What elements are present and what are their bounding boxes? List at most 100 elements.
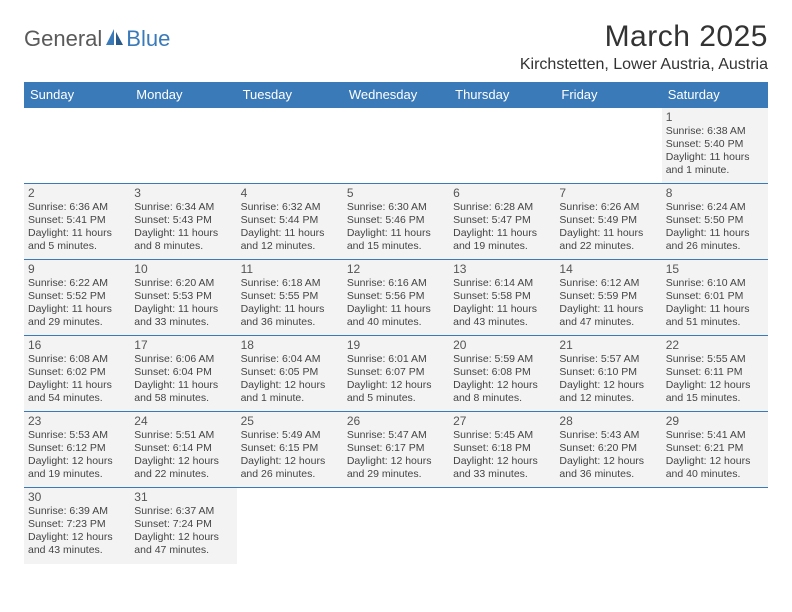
calendar-cell: 18Sunrise: 6:04 AMSunset: 6:05 PMDayligh… xyxy=(237,336,343,412)
calendar-cell: 17Sunrise: 6:06 AMSunset: 6:04 PMDayligh… xyxy=(130,336,236,412)
sunset-text: Sunset: 5:49 PM xyxy=(559,214,657,227)
daylight-text: Daylight: 11 hours and 51 minutes. xyxy=(666,303,764,329)
sunset-text: Sunset: 6:11 PM xyxy=(666,366,764,379)
calendar-cell xyxy=(662,488,768,564)
calendar-cell: 2Sunrise: 6:36 AMSunset: 5:41 PMDaylight… xyxy=(24,184,130,260)
day-number: 3 xyxy=(134,186,232,200)
sunset-text: Sunset: 5:43 PM xyxy=(134,214,232,227)
calendar-cell: 8Sunrise: 6:24 AMSunset: 5:50 PMDaylight… xyxy=(662,184,768,260)
sunset-text: Sunset: 6:12 PM xyxy=(28,442,126,455)
sunset-text: Sunset: 7:23 PM xyxy=(28,518,126,531)
day-info: Sunrise: 6:01 AMSunset: 6:07 PMDaylight:… xyxy=(347,353,445,406)
day-number: 19 xyxy=(347,338,445,352)
sunset-text: Sunset: 6:17 PM xyxy=(347,442,445,455)
sunrise-text: Sunrise: 6:14 AM xyxy=(453,277,551,290)
sunset-text: Sunset: 6:15 PM xyxy=(241,442,339,455)
sunset-text: Sunset: 6:01 PM xyxy=(666,290,764,303)
daylight-text: Daylight: 12 hours and 33 minutes. xyxy=(453,455,551,481)
sunset-text: Sunset: 6:21 PM xyxy=(666,442,764,455)
day-info: Sunrise: 5:51 AMSunset: 6:14 PMDaylight:… xyxy=(134,429,232,482)
sunset-text: Sunset: 5:59 PM xyxy=(559,290,657,303)
calendar-cell: 22Sunrise: 5:55 AMSunset: 6:11 PMDayligh… xyxy=(662,336,768,412)
daylight-text: Daylight: 12 hours and 1 minute. xyxy=(241,379,339,405)
day-number: 10 xyxy=(134,262,232,276)
day-number: 11 xyxy=(241,262,339,276)
day-number: 14 xyxy=(559,262,657,276)
daylight-text: Daylight: 12 hours and 29 minutes. xyxy=(347,455,445,481)
calendar-cell: 24Sunrise: 5:51 AMSunset: 6:14 PMDayligh… xyxy=(130,412,236,488)
sunset-text: Sunset: 7:24 PM xyxy=(134,518,232,531)
calendar-cell: 4Sunrise: 6:32 AMSunset: 5:44 PMDaylight… xyxy=(237,184,343,260)
sunrise-text: Sunrise: 5:49 AM xyxy=(241,429,339,442)
calendar-cell: 10Sunrise: 6:20 AMSunset: 5:53 PMDayligh… xyxy=(130,260,236,336)
sunrise-text: Sunrise: 6:39 AM xyxy=(28,505,126,518)
calendar-cell: 23Sunrise: 5:53 AMSunset: 6:12 PMDayligh… xyxy=(24,412,130,488)
calendar-cell: 25Sunrise: 5:49 AMSunset: 6:15 PMDayligh… xyxy=(237,412,343,488)
sunset-text: Sunset: 5:44 PM xyxy=(241,214,339,227)
calendar-cell: 13Sunrise: 6:14 AMSunset: 5:58 PMDayligh… xyxy=(449,260,555,336)
sunrise-text: Sunrise: 6:24 AM xyxy=(666,201,764,214)
daylight-text: Daylight: 11 hours and 26 minutes. xyxy=(666,227,764,253)
daylight-text: Daylight: 12 hours and 8 minutes. xyxy=(453,379,551,405)
day-number: 29 xyxy=(666,414,764,428)
calendar-cell: 9Sunrise: 6:22 AMSunset: 5:52 PMDaylight… xyxy=(24,260,130,336)
daylight-text: Daylight: 12 hours and 43 minutes. xyxy=(28,531,126,557)
sunrise-text: Sunrise: 6:20 AM xyxy=(134,277,232,290)
sunrise-text: Sunrise: 6:38 AM xyxy=(666,125,764,138)
sunset-text: Sunset: 6:10 PM xyxy=(559,366,657,379)
sunrise-text: Sunrise: 6:18 AM xyxy=(241,277,339,290)
day-number: 30 xyxy=(28,490,126,504)
calendar-row: 9Sunrise: 6:22 AMSunset: 5:52 PMDaylight… xyxy=(24,260,768,336)
calendar-cell: 31Sunrise: 6:37 AMSunset: 7:24 PMDayligh… xyxy=(130,488,236,564)
sunset-text: Sunset: 5:55 PM xyxy=(241,290,339,303)
daylight-text: Daylight: 12 hours and 26 minutes. xyxy=(241,455,339,481)
calendar-cell: 21Sunrise: 5:57 AMSunset: 6:10 PMDayligh… xyxy=(555,336,661,412)
sunrise-text: Sunrise: 6:04 AM xyxy=(241,353,339,366)
sunrise-text: Sunrise: 6:32 AM xyxy=(241,201,339,214)
day-number: 15 xyxy=(666,262,764,276)
calendar-cell: 27Sunrise: 5:45 AMSunset: 6:18 PMDayligh… xyxy=(449,412,555,488)
day-info: Sunrise: 6:26 AMSunset: 5:49 PMDaylight:… xyxy=(559,201,657,254)
daylight-text: Daylight: 12 hours and 22 minutes. xyxy=(134,455,232,481)
calendar-cell xyxy=(555,488,661,564)
daylight-text: Daylight: 12 hours and 36 minutes. xyxy=(559,455,657,481)
day-number: 8 xyxy=(666,186,764,200)
day-number: 20 xyxy=(453,338,551,352)
day-info: Sunrise: 6:24 AMSunset: 5:50 PMDaylight:… xyxy=(666,201,764,254)
day-info: Sunrise: 6:37 AMSunset: 7:24 PMDaylight:… xyxy=(134,505,232,558)
sunrise-text: Sunrise: 6:37 AM xyxy=(134,505,232,518)
day-number: 22 xyxy=(666,338,764,352)
day-info: Sunrise: 5:47 AMSunset: 6:17 PMDaylight:… xyxy=(347,429,445,482)
day-info: Sunrise: 5:59 AMSunset: 6:08 PMDaylight:… xyxy=(453,353,551,406)
day-info: Sunrise: 6:08 AMSunset: 6:02 PMDaylight:… xyxy=(28,353,126,406)
calendar-cell: 29Sunrise: 5:41 AMSunset: 6:21 PMDayligh… xyxy=(662,412,768,488)
daylight-text: Daylight: 11 hours and 58 minutes. xyxy=(134,379,232,405)
calendar-cell xyxy=(449,488,555,564)
daylight-text: Daylight: 12 hours and 15 minutes. xyxy=(666,379,764,405)
day-number: 2 xyxy=(28,186,126,200)
day-number: 12 xyxy=(347,262,445,276)
logo-text-general: General xyxy=(24,26,102,52)
sunset-text: Sunset: 5:52 PM xyxy=(28,290,126,303)
header: General Blue March 2025 Kirchstetten, Lo… xyxy=(24,20,768,74)
daylight-text: Daylight: 11 hours and 12 minutes. xyxy=(241,227,339,253)
day-number: 23 xyxy=(28,414,126,428)
daylight-text: Daylight: 11 hours and 15 minutes. xyxy=(347,227,445,253)
day-header: Saturday xyxy=(662,82,768,108)
daylight-text: Daylight: 12 hours and 12 minutes. xyxy=(559,379,657,405)
sunset-text: Sunset: 6:18 PM xyxy=(453,442,551,455)
sunset-text: Sunset: 6:05 PM xyxy=(241,366,339,379)
sunset-text: Sunset: 6:14 PM xyxy=(134,442,232,455)
sunset-text: Sunset: 5:40 PM xyxy=(666,138,764,151)
day-info: Sunrise: 5:45 AMSunset: 6:18 PMDaylight:… xyxy=(453,429,551,482)
sunrise-text: Sunrise: 5:43 AM xyxy=(559,429,657,442)
sunrise-text: Sunrise: 5:53 AM xyxy=(28,429,126,442)
sunrise-text: Sunrise: 6:22 AM xyxy=(28,277,126,290)
day-info: Sunrise: 6:04 AMSunset: 6:05 PMDaylight:… xyxy=(241,353,339,406)
calendar-cell: 30Sunrise: 6:39 AMSunset: 7:23 PMDayligh… xyxy=(24,488,130,564)
calendar-row: 16Sunrise: 6:08 AMSunset: 6:02 PMDayligh… xyxy=(24,336,768,412)
calendar-cell xyxy=(449,108,555,184)
day-info: Sunrise: 6:06 AMSunset: 6:04 PMDaylight:… xyxy=(134,353,232,406)
logo-text-blue: Blue xyxy=(126,26,170,52)
day-info: Sunrise: 6:28 AMSunset: 5:47 PMDaylight:… xyxy=(453,201,551,254)
